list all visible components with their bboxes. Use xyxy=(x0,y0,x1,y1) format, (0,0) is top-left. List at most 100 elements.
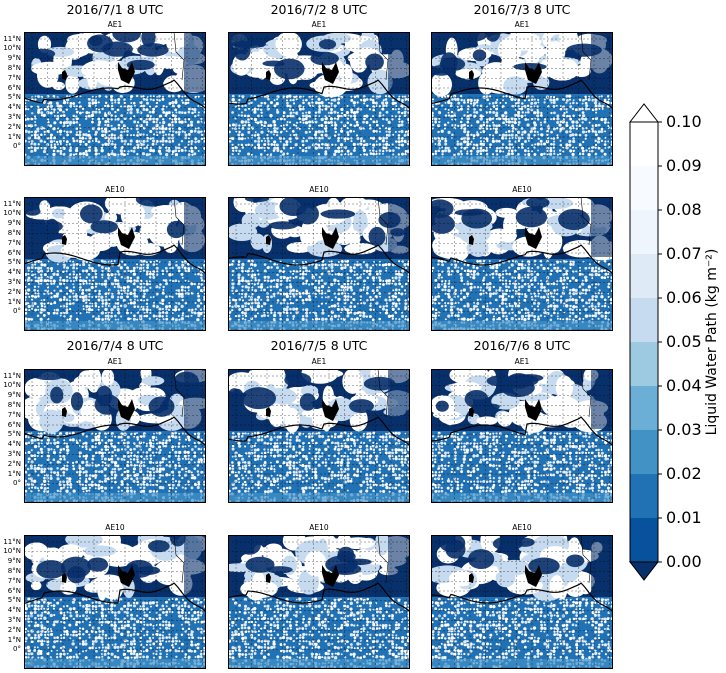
colorbar-tick-label: 0.10 xyxy=(666,112,702,131)
lwp-field-map xyxy=(228,32,410,166)
colorbar-tick-label: 0.05 xyxy=(666,332,702,351)
map-panel: AE1 11°N 10°N 9°N 8°N 7°N 6°N 5°N 4°N 3°N 2°N 1°N 0° xyxy=(3,20,206,166)
colorbar-tick-label: 0.00 xyxy=(666,552,702,571)
date-title: 2016/7/5 8 UTC xyxy=(270,338,368,353)
colorbar-bin xyxy=(630,342,658,387)
colorbar-tick-label: 0.07 xyxy=(666,244,702,263)
latitude-tick-label: 1°N xyxy=(7,132,21,141)
latitude-tick-label: 11°N xyxy=(3,199,21,208)
latitude-tick-label: 2°N xyxy=(7,122,21,131)
panel-title: AE1 xyxy=(311,20,327,29)
latitude-tick-label: 10°N xyxy=(3,44,21,53)
panel-title: AE10 xyxy=(512,523,532,532)
lwp-field-map xyxy=(228,535,410,669)
colorbar-bin xyxy=(630,122,658,167)
panel-title: AE10 xyxy=(309,523,329,532)
latitude-tick-label: 6°N xyxy=(7,420,21,429)
latitude-tick-label: 10°N xyxy=(3,209,21,218)
latitude-tick-label: 0° xyxy=(13,307,21,316)
lwp-field-map xyxy=(431,197,613,331)
latitude-tick-label: 1°N xyxy=(7,469,21,478)
panel-title: AE1 xyxy=(107,357,123,366)
date-title: 2016/7/1 8 UTC xyxy=(66,2,164,17)
lwp-field-map xyxy=(431,32,613,166)
colorbar-extend-min xyxy=(628,561,660,581)
latitude-tick-label: 0° xyxy=(13,645,21,654)
panel-title: AE10 xyxy=(105,185,125,194)
panel-title: AE1 xyxy=(311,357,327,366)
lwp-field-map xyxy=(24,369,206,503)
latitude-tick-label: 11°N xyxy=(3,371,21,380)
date-title: 2016/7/6 8 UTC xyxy=(473,338,571,353)
latitude-tick-label: 7°N xyxy=(7,576,21,585)
colorbar: 0.10 0.09 0.08 0.07 0.06 0.05 0.04 0.03 0.02 0.01… xyxy=(628,103,702,581)
latitude-tick-label: 6°N xyxy=(7,586,21,595)
latitude-tick-label: 0° xyxy=(13,479,21,488)
colorbar-tick-label: 0.03 xyxy=(666,420,702,439)
lwp-field-map xyxy=(24,197,206,331)
colorbar-tick-label: 0.01 xyxy=(666,508,702,527)
latitude-tick-label: 7°N xyxy=(7,238,21,247)
map-panel: AE10 xyxy=(431,185,613,331)
lwp-field-map xyxy=(24,535,206,669)
latitude-tick-label: 5°N xyxy=(7,258,21,267)
latitude-tick-label: 4°N xyxy=(7,103,21,112)
colorbar-bin xyxy=(630,430,658,475)
date-title: 2016/7/4 8 UTC xyxy=(66,338,164,353)
latitude-tick-label: 3°N xyxy=(7,615,21,624)
latitude-tick-label: 5°N xyxy=(7,430,21,439)
latitude-tick-label: 9°N xyxy=(7,54,21,63)
panel-title: AE1 xyxy=(514,357,530,366)
latitude-tick-label: 4°N xyxy=(7,606,21,615)
latitude-tick-label: 8°N xyxy=(7,400,21,409)
latitude-tick-label: 4°N xyxy=(7,268,21,277)
latitude-tick-label: 10°N xyxy=(3,547,21,556)
colorbar-bin xyxy=(630,386,658,431)
latitude-tick-label: 5°N xyxy=(7,93,21,102)
date-title: 2016/7/2 8 UTC xyxy=(270,2,368,17)
latitude-tick-label: 9°N xyxy=(7,219,21,228)
colorbar-bin xyxy=(630,254,658,299)
colorbar-bin xyxy=(630,166,658,211)
latitude-tick-label: 8°N xyxy=(7,63,21,72)
colorbar-bin xyxy=(630,210,658,255)
latitude-tick-label: 2°N xyxy=(7,459,21,468)
colorbar-bin xyxy=(630,518,658,563)
latitude-tick-label: 9°N xyxy=(7,557,21,566)
lwp-field-map xyxy=(228,197,410,331)
latitude-tick-label: 10°N xyxy=(3,381,21,390)
map-panel: AE10 xyxy=(228,185,410,331)
latitude-tick-label: 6°N xyxy=(7,83,21,92)
map-panel: AE1 11°N 10°N 9°N 8°N 7°N 6°N 5°N 4°N 3°N 2°N 1°N 0° xyxy=(3,357,206,503)
latitude-tick-label: 2°N xyxy=(7,625,21,634)
latitude-tick-label: 9°N xyxy=(7,391,21,400)
latitude-tick-label: 3°N xyxy=(7,449,21,458)
map-panel: AE1 xyxy=(228,20,410,166)
map-panel: AE1 xyxy=(228,357,410,503)
map-panel: AE1 xyxy=(431,357,613,503)
colorbar-extend-max xyxy=(628,103,660,123)
latitude-tick-label: 8°N xyxy=(7,566,21,575)
map-panel: AE10 xyxy=(228,523,410,669)
colorbar-tick-label: 0.06 xyxy=(666,288,702,307)
latitude-tick-label: 0° xyxy=(13,142,21,151)
colorbar-tick-label: 0.09 xyxy=(666,156,702,175)
latitude-tick-label: 1°N xyxy=(7,297,21,306)
lwp-field-map xyxy=(228,369,410,503)
latitude-tick-label: 2°N xyxy=(7,287,21,296)
map-panel: AE1 xyxy=(431,20,613,166)
latitude-tick-label: 1°N xyxy=(7,635,21,644)
latitude-tick-label: 11°N xyxy=(3,34,21,43)
colorbar-bin xyxy=(630,474,658,519)
lwp-field-map xyxy=(24,32,206,166)
map-panel: AE10 xyxy=(431,523,613,669)
lwp-field-map xyxy=(431,369,613,503)
latitude-tick-label: 4°N xyxy=(7,440,21,449)
colorbar-tick-label: 0.08 xyxy=(666,200,702,219)
latitude-tick-label: 3°N xyxy=(7,277,21,286)
colorbar-bin xyxy=(630,298,658,343)
latitude-tick-label: 11°N xyxy=(3,537,21,546)
panel-title: AE10 xyxy=(512,185,532,194)
latitude-tick-label: 6°N xyxy=(7,248,21,257)
colorbar-label: Liquid Water Path (kg m⁻²) xyxy=(704,248,720,436)
